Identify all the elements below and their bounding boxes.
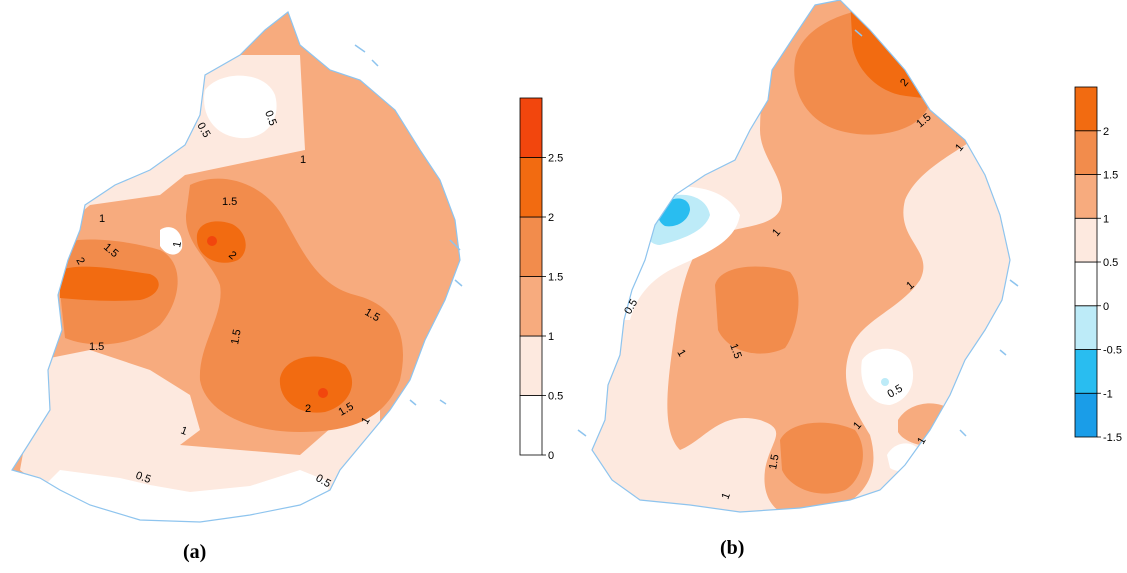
offshore-islets-b — [577, 29, 1019, 437]
colorbar-tick-label: 1 — [1103, 213, 1109, 225]
contour-label: 1.5 — [222, 196, 237, 208]
colorbar-band — [519, 157, 543, 218]
contour-label: 1 — [674, 348, 687, 359]
contour-label: 2 — [305, 403, 311, 415]
colorbar-tick-label: 0 — [1103, 301, 1109, 313]
colorbar-band — [1074, 261, 1098, 307]
colorbar-band — [1074, 174, 1098, 219]
colorbar-band — [1074, 86, 1098, 132]
contour-label: 1.5 — [229, 328, 243, 345]
colorbar-band — [519, 395, 543, 456]
contour-label: 1 — [171, 240, 184, 248]
map-panel-b: 2 1.5 1 1 0.5 1 1.5 1 0.5 1 1.5 1 1 -1.5… — [577, 0, 1122, 513]
contour-fill-b — [592, 0, 1010, 512]
contour-label: 0.5 — [262, 109, 279, 127]
colorbar-tick-label: -1 — [1103, 388, 1113, 400]
colorbar-tick-label: 2 — [1103, 126, 1109, 138]
colorbar-tick-label: 0.5 — [1103, 257, 1118, 269]
map-panel-a: 0.5 0.5 1 1 1.5 1 1.5 2 2 1.5 1.5 1.5 2 … — [11, 11, 563, 523]
colorbar-a: 0 0.5 1 1.5 2 2.5 — [519, 97, 563, 462]
colorbar-band — [519, 216, 543, 277]
colorbar-b: -1.5 -1 -0.5 0 0.5 1 1.5 2 — [1074, 86, 1122, 444]
contour-label: 1 — [359, 415, 372, 426]
offshore-islets-a — [354, 44, 463, 406]
colorbar-band — [1074, 217, 1098, 263]
colorbar-tick-label: 2 — [548, 212, 554, 224]
contour-labels-b: 2 1.5 1 1 0.5 1 1.5 1 0.5 1 1.5 1 1 — [622, 77, 966, 502]
panel-label-b: (b) — [720, 537, 745, 559]
colorbar-band — [1074, 349, 1098, 394]
colorbar-band — [1074, 305, 1098, 350]
coastline-a — [11, 11, 461, 523]
coastline-b — [591, 0, 1011, 513]
contour-label: 1.5 — [727, 342, 744, 360]
contour-fill-a — [12, 12, 460, 522]
colorbar-band — [1074, 392, 1098, 438]
contour-label: 1.5 — [767, 453, 781, 470]
contour-label: 1 — [300, 154, 306, 166]
colorbar-band — [519, 335, 543, 396]
colorbar-tick-label: 0 — [548, 450, 554, 462]
colorbar-tick-label: -0.5 — [1103, 345, 1122, 357]
contour-label: 0.5 — [134, 470, 152, 487]
colorbar-tick-label: 0.5 — [548, 391, 563, 403]
contour-label: 2 — [73, 256, 86, 267]
contour-label: 1 — [179, 425, 189, 438]
contour-label: 1 — [99, 213, 105, 225]
contour-label: 1.5 — [89, 341, 104, 353]
colorbar-band — [519, 97, 543, 158]
colorbar-band — [519, 276, 543, 337]
colorbar-tick-label: 1 — [548, 331, 554, 343]
colorbar-tick-label: 1.5 — [548, 272, 563, 284]
colorbar-tick-label: 2.5 — [548, 153, 563, 165]
colorbar-tick-label: -1.5 — [1103, 432, 1122, 444]
colorbar-band — [1074, 130, 1098, 175]
panel-label-a: (a) — [183, 541, 207, 563]
contour-label: 1 — [915, 435, 928, 446]
contour-label: 1 — [720, 491, 733, 501]
colorbar-tick-label: 1.5 — [1103, 170, 1118, 182]
